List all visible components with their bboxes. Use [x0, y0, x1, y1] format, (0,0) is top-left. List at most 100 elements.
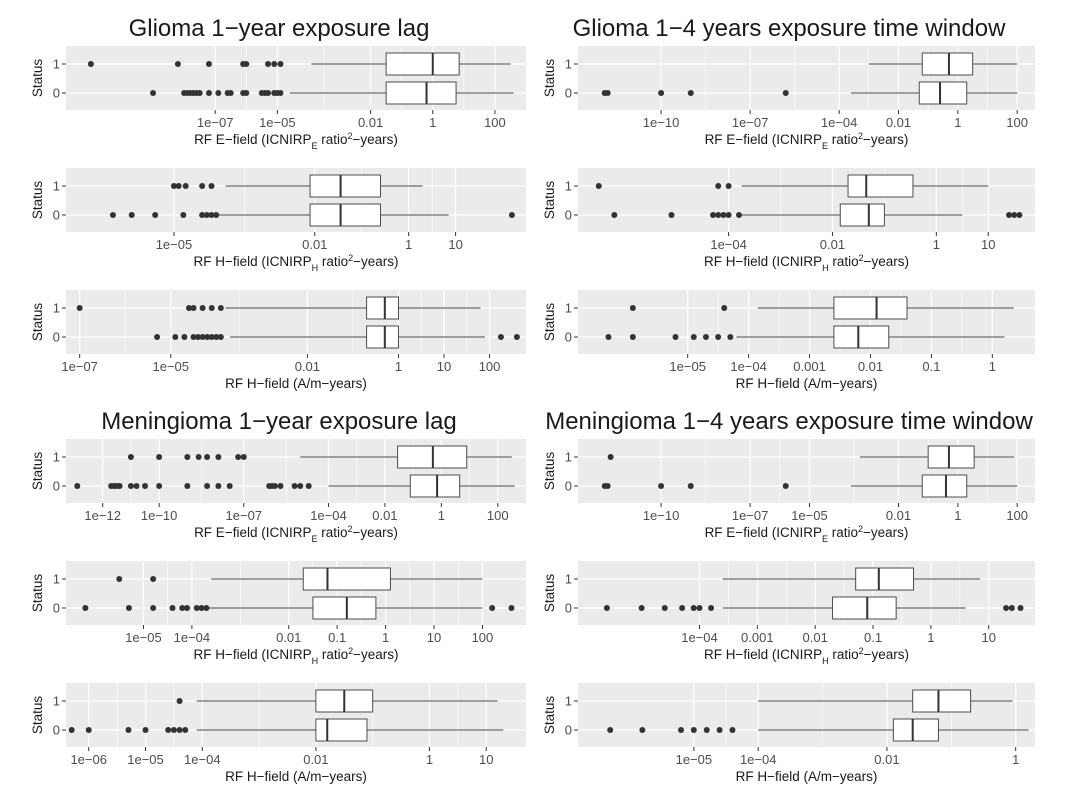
outlier-point: [595, 183, 602, 189]
outlier-point: [154, 334, 161, 340]
outlier-point: [176, 698, 183, 704]
x-tick-label: 10: [981, 630, 995, 645]
outlier-point: [76, 305, 83, 311]
x-tick-label: 0.01: [886, 508, 911, 523]
y-tick-label: 1: [53, 301, 60, 316]
outlier-point: [116, 483, 123, 489]
outlier-point: [213, 334, 220, 340]
outlier-point: [721, 305, 728, 311]
outlier-point: [204, 483, 211, 489]
outlier-point: [82, 605, 89, 611]
x-tick-label: 1e−05: [669, 359, 706, 374]
y-tick-label: 1: [565, 57, 572, 72]
y-tick-label: 0: [565, 208, 572, 223]
x-tick-label: 1: [1012, 752, 1019, 767]
box-iqr: [921, 52, 974, 76]
panel-1: 1e−07 1e−05 0.01 1 100 1 0 Status RF E−field (IC…: [30, 46, 526, 151]
y-axis-title: Status: [30, 303, 45, 342]
box-iqr: [312, 596, 377, 620]
boxplot-status-1: [176, 689, 498, 713]
outlier-point: [199, 334, 206, 340]
y-tick-label: 0: [565, 86, 572, 101]
outlier-point: [604, 90, 611, 96]
outlier-point: [199, 212, 206, 218]
outlier-point: [190, 334, 197, 340]
box-iqr: [839, 203, 885, 227]
outlier-point: [226, 483, 233, 489]
x-axis-title: RF E−field (ICNIRPE ratio2−years): [194, 524, 398, 544]
panel-6: 1e−05 1e−04 0.001 0.01 0.1 1 1 0 Status RF H−fiel…: [542, 290, 1035, 391]
boxplot-status-1: [76, 296, 481, 320]
outlier-point: [172, 334, 179, 340]
x-tick-label: 0.01: [858, 359, 883, 374]
outlier-point: [715, 334, 722, 340]
boxplot-status-1: [116, 567, 483, 591]
y-axis-title: Status: [30, 59, 45, 98]
x-tick-label: 10: [448, 237, 462, 252]
x-tick-label: 100: [479, 359, 501, 374]
outlier-point: [127, 454, 134, 460]
y-tick-label: 0: [53, 208, 60, 223]
section-title-1: Glioma 1−year exposure lag: [129, 15, 430, 42]
outlier-point: [1008, 605, 1015, 611]
outlier-point: [1003, 605, 1010, 611]
box-iqr: [385, 52, 460, 76]
boxplot-status-1: [87, 52, 511, 76]
outlier-point: [205, 61, 212, 67]
outlier-point: [489, 605, 496, 611]
x-tick-label: 1e−06: [70, 752, 107, 767]
outlier-point: [629, 305, 636, 311]
outlier-point: [629, 334, 636, 340]
outlier-point: [677, 727, 684, 733]
outlier-point: [215, 454, 222, 460]
box-iqr: [892, 718, 939, 742]
box-iqr: [912, 689, 972, 713]
y-tick-label: 1: [53, 572, 60, 587]
y-tick-label: 0: [53, 723, 60, 738]
y-axis-title: Status: [542, 452, 557, 491]
x-axis-title: RF E−field (ICNIRPE ratio2−years): [194, 131, 398, 151]
x-tick-label: 1: [989, 359, 996, 374]
boxplot-status-0: [68, 718, 504, 742]
y-axis-title: Status: [30, 696, 45, 735]
x-tick-label: 10: [437, 359, 451, 374]
outlier-point: [217, 305, 224, 311]
x-tick-label: 10: [479, 752, 493, 767]
x-tick-label: 1e−07: [226, 508, 263, 523]
boxplot-status-0: [603, 596, 1024, 620]
outlier-point: [208, 305, 215, 311]
box-iqr: [309, 203, 381, 227]
outlier-point: [235, 454, 242, 460]
y-tick-label: 1: [565, 694, 572, 709]
outlier-point: [690, 605, 697, 611]
boxplot-status-0: [607, 718, 1029, 742]
outlier-point: [196, 90, 203, 96]
x-tick-label: 0.001: [741, 630, 774, 645]
x-tick-label: 0.01: [358, 115, 383, 130]
box-iqr: [855, 567, 915, 591]
x-tick-label: 1: [382, 630, 389, 645]
outlier-point: [125, 727, 132, 733]
x-tick-label: 1e−05: [259, 115, 296, 130]
y-axis-title: Status: [542, 181, 557, 220]
outlier-point: [708, 605, 715, 611]
outlier-point: [672, 334, 679, 340]
x-axis-title: RF H−field (ICNIRPH ratio2−years): [193, 253, 398, 273]
y-tick-label: 1: [53, 179, 60, 194]
panel-background: [66, 561, 526, 625]
x-tick-label: 10: [981, 237, 995, 252]
x-tick-label: 0.01: [302, 237, 327, 252]
outlier-point: [1011, 212, 1018, 218]
outlier-point: [658, 90, 665, 96]
boxplot-status-1: [758, 689, 1013, 713]
outlier-point: [175, 183, 182, 189]
section-title-3: Meningioma 1−year exposure lag: [101, 408, 457, 435]
x-tick-label: 0.01: [803, 630, 828, 645]
panel-background: [578, 561, 1035, 625]
y-axis-title: Status: [30, 452, 45, 491]
box-iqr: [832, 596, 897, 620]
